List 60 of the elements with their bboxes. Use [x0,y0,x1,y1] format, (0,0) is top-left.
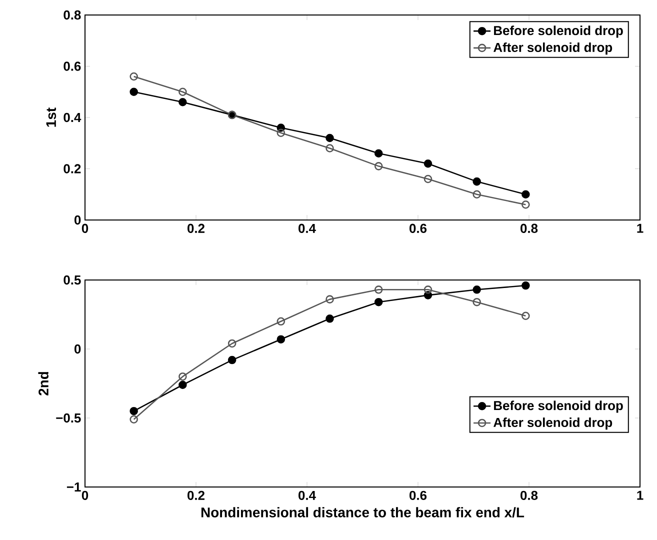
x-tick-label: 0.6 [410,224,427,233]
point [130,88,138,96]
point [374,162,383,170]
point [522,200,530,209]
point [276,317,286,326]
point [276,128,286,138]
x-tick-label: 0.8 [520,490,538,500]
point [326,144,334,152]
x-tick-label: 0.8 [520,224,538,233]
legend-label: After solenoid drop [494,42,612,55]
x-tick-label: 0.2 [188,224,204,233]
point [424,159,432,168]
y-tick-label: 0.8 [64,10,81,20]
x-tick-label: 0 [82,490,88,500]
point [326,134,334,142]
point [472,177,481,186]
point [130,415,138,424]
x-tick-label: 1 [637,224,644,233]
point [522,312,530,320]
legend-label: After solenoid drop [494,418,612,430]
point [472,190,481,199]
x-tick-label: 0.6 [410,490,427,500]
point [228,356,236,364]
y-tick-label: −0.5 [56,413,81,423]
x-axis-title: Nondimensional distance to the beam fix end x/L [201,507,524,518]
point [424,286,432,294]
y-axis-title: 2nd [38,372,48,396]
y-tick-label: 0 [74,215,81,225]
point [374,149,383,158]
y-tick-label: 0.5 [64,275,81,285]
legend-label: Before solenoid drop [494,26,623,38]
point [424,174,432,184]
point [374,286,383,294]
point [374,298,383,306]
point [472,286,481,294]
point [178,98,187,106]
point [276,335,286,344]
point [178,380,187,390]
y-tick-label: −1 [66,482,81,492]
point [130,406,138,416]
y-tick-label: 0.2 [64,164,81,174]
x-tick-label: 0.2 [188,490,204,500]
point [522,281,530,290]
point [178,372,187,381]
point [178,88,187,96]
y-tick-label: 0 [74,344,81,354]
x-tick-label: 0.4 [298,490,316,500]
point [472,298,481,306]
y-axis-title: 1st [46,108,56,127]
legend-label: Before solenoid drop [494,400,623,413]
point [522,190,530,199]
x-tick-label: 0 [82,224,88,233]
y-tick-label: 0.4 [64,112,82,122]
point [326,314,334,323]
point [228,339,236,348]
point [130,72,138,81]
x-tick-label: 0.4 [298,224,316,233]
y-tick-label: 0.6 [64,62,81,71]
x-tick-label: 1 [637,490,644,500]
point [326,295,334,304]
